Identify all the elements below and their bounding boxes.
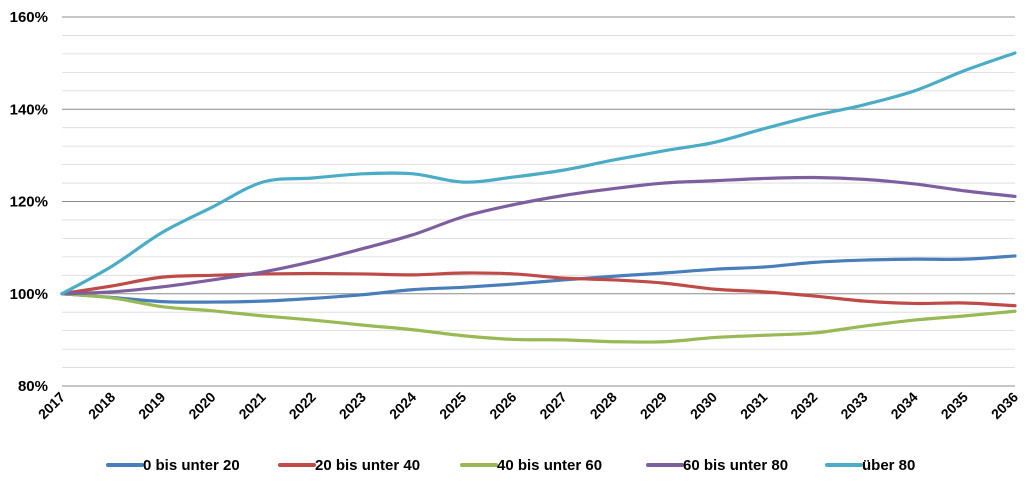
x-tick-label: 2026 (486, 389, 519, 422)
x-tick-label: 2029 (637, 389, 670, 422)
x-tick-label: 2030 (687, 389, 720, 422)
x-tick-label: 2032 (787, 389, 820, 422)
x-tick-label: 2025 (436, 389, 469, 422)
x-tick-label: 2027 (536, 389, 569, 422)
x-tick-label: 2034 (887, 389, 920, 422)
gridlines (62, 16, 1015, 387)
legend-label: 40 bis unter 60 (497, 457, 602, 474)
x-tick-label: 2023 (336, 389, 369, 422)
y-tick-label: 140% (10, 101, 48, 118)
y-tick-label: 160% (10, 9, 48, 26)
x-tick-label: 2028 (587, 389, 620, 422)
y-axis-ticks: 80% 100% 120% 140% 160% (10, 9, 48, 395)
legend-label: 0 bis unter 20 (143, 457, 240, 474)
series-line-5 (60, 51, 1017, 296)
legend-label: 20 bis unter 40 (315, 457, 420, 474)
series-lines (60, 51, 1017, 344)
series-line-2 (60, 271, 1017, 308)
legend-label: 60 bis unter 80 (683, 457, 788, 474)
x-tick-label: 2031 (737, 389, 770, 422)
y-tick-label: 120% (10, 194, 48, 211)
series-line-4 (60, 175, 1017, 296)
legend-label: über 80 (862, 457, 915, 474)
y-tick-label: 80% (18, 378, 48, 395)
legend: 0 bis unter 20 20 bis unter 40 40 bis unte… (106, 457, 915, 474)
x-tick-label: 2022 (286, 389, 319, 422)
x-tick-label: 2035 (938, 389, 971, 422)
x-tick-label: 2020 (185, 389, 218, 422)
series-line-3 (60, 292, 1017, 344)
x-tick-label: 2033 (837, 389, 870, 422)
y-tick-label: 100% (10, 286, 48, 303)
x-axis-ticks: 2017 2018 2019 2020 2021 2022 2023 2024 2025 2026… (35, 389, 1021, 422)
x-tick-label: 2018 (85, 389, 118, 422)
x-tick-label: 2019 (135, 389, 168, 422)
x-tick-label: 2024 (386, 389, 419, 422)
x-tick-label: 2021 (235, 389, 268, 422)
x-tick-label: 2036 (988, 389, 1021, 422)
series-line-1 (60, 254, 1017, 304)
